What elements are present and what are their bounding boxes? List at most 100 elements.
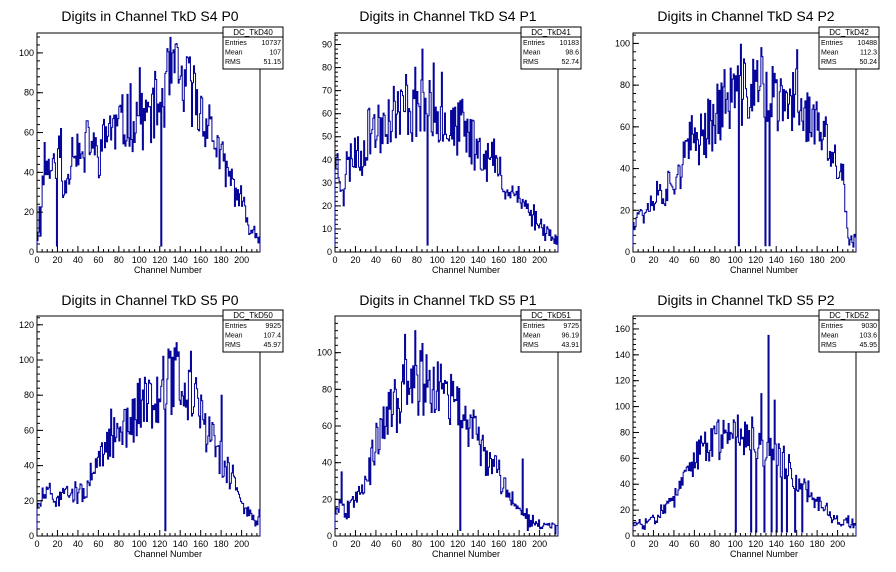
x-tick-label: 40 <box>73 539 83 549</box>
x-tick-label: 200 <box>234 539 249 549</box>
x-tick-label: 20 <box>52 539 62 549</box>
x-axis-label: Channel Number <box>730 549 798 559</box>
x-tick-label: 0 <box>34 539 39 549</box>
stats-value: 98.6 <box>565 50 579 57</box>
x-tick-label: 180 <box>512 255 527 265</box>
x-tick-label: 100 <box>728 539 743 549</box>
stats-label: Entries <box>225 323 247 330</box>
stats-value: 9725 <box>563 323 579 330</box>
stats-label: Mean <box>523 50 541 57</box>
y-tick-label: 20 <box>620 205 630 215</box>
y-tick-label: 80 <box>322 384 332 394</box>
histogram-line <box>334 48 559 252</box>
stats-name: DC_TkD51 <box>531 311 571 320</box>
stats-value: 107 <box>269 50 281 57</box>
x-tick-label: 40 <box>669 255 679 265</box>
stats-label: RMS <box>821 342 837 349</box>
stats-label: Mean <box>821 333 839 340</box>
x-tick-label: 0 <box>34 255 39 265</box>
y-tick-label: 20 <box>620 505 630 515</box>
y-tick-label: 80 <box>24 88 34 98</box>
histogram-line <box>36 36 261 252</box>
x-tick-label: 200 <box>532 539 547 549</box>
x-tick-label: 80 <box>114 539 124 549</box>
y-tick-label: 30 <box>322 178 332 188</box>
histogram-line <box>632 43 857 252</box>
y-tick-label: 40 <box>322 458 332 468</box>
x-tick-label: 120 <box>152 255 167 265</box>
chart-title: Digits in Channel TkD S4 P0 <box>61 8 238 24</box>
x-tick-label: 20 <box>648 539 658 549</box>
x-tick-label: 40 <box>669 539 679 549</box>
x-tick-label: 140 <box>769 255 784 265</box>
stats-box <box>818 309 880 353</box>
x-axis-label: Channel Number <box>432 549 500 559</box>
x-tick-label: 20 <box>52 255 62 265</box>
x-tick-label: 0 <box>332 255 337 265</box>
y-tick-label: 40 <box>24 167 34 177</box>
x-tick-label: 20 <box>350 539 360 549</box>
chart-title: Digits in Channel TkD S5 P0 <box>61 292 238 308</box>
plot-frame <box>36 32 261 253</box>
x-tick-label: 160 <box>193 255 208 265</box>
x-tick-label: 60 <box>93 539 103 549</box>
stats-label: RMS <box>523 342 539 349</box>
x-tick-label: 180 <box>214 255 229 265</box>
x-tick-label: 60 <box>689 539 699 549</box>
stats-value: 10737 <box>262 40 282 47</box>
y-tick-label: 120 <box>19 320 34 330</box>
x-tick-label: 40 <box>371 539 381 549</box>
x-tick-label: 160 <box>491 255 506 265</box>
y-tick-label: 160 <box>615 324 630 334</box>
x-tick-label: 120 <box>748 539 763 549</box>
y-tick-label: 0 <box>327 247 332 257</box>
y-tick-label: 20 <box>322 494 332 504</box>
y-tick-label: 10 <box>322 224 332 234</box>
stats-box <box>222 309 284 353</box>
x-tick-label: 120 <box>450 255 465 265</box>
y-tick-label: 80 <box>620 427 630 437</box>
y-tick-label: 80 <box>322 63 332 73</box>
stats-box <box>818 26 880 70</box>
stats-label: Entries <box>523 40 545 47</box>
stats-value: 50.24 <box>859 59 877 66</box>
stats-label: RMS <box>821 59 837 66</box>
histogram-line <box>334 330 559 536</box>
y-tick-label: 40 <box>620 164 630 174</box>
x-tick-label: 140 <box>173 539 188 549</box>
y-tick-label: 120 <box>615 376 630 386</box>
x-axis-label: Channel Number <box>134 265 202 275</box>
histogram-line <box>632 334 857 536</box>
x-axis-label: Channel Number <box>730 265 798 275</box>
stats-label: RMS <box>523 59 539 66</box>
stats-label: Mean <box>225 333 243 340</box>
stats-value: 9925 <box>265 323 281 330</box>
x-tick-label: 140 <box>471 539 486 549</box>
y-tick-label: 0 <box>625 531 630 541</box>
x-tick-label: 60 <box>93 255 103 265</box>
y-tick-label: 100 <box>19 48 34 58</box>
histogram-line <box>36 342 261 536</box>
x-tick-label: 20 <box>648 255 658 265</box>
x-axis-label: Channel Number <box>134 549 202 559</box>
chart-title: Digits in Channel TkD S4 P1 <box>359 8 536 24</box>
y-tick-label: 0 <box>29 247 34 257</box>
y-tick-label: 60 <box>24 425 34 435</box>
x-tick-label: 140 <box>769 539 784 549</box>
stats-value: 103.6 <box>859 333 877 340</box>
x-tick-label: 80 <box>710 539 720 549</box>
chart-title: Digits in Channel TkD S5 P1 <box>359 292 536 308</box>
x-tick-label: 20 <box>350 255 360 265</box>
x-tick-label: 60 <box>391 255 401 265</box>
x-tick-label: 180 <box>810 255 825 265</box>
y-tick-label: 60 <box>24 128 34 138</box>
x-tick-label: 100 <box>430 255 445 265</box>
stats-value: 107.4 <box>263 333 281 340</box>
y-tick-label: 20 <box>322 201 332 211</box>
stats-label: RMS <box>225 59 241 66</box>
x-tick-label: 60 <box>391 539 401 549</box>
y-tick-label: 20 <box>24 496 34 506</box>
stats-value: 10183 <box>560 40 580 47</box>
x-tick-label: 80 <box>114 255 124 265</box>
x-tick-label: 80 <box>710 255 720 265</box>
